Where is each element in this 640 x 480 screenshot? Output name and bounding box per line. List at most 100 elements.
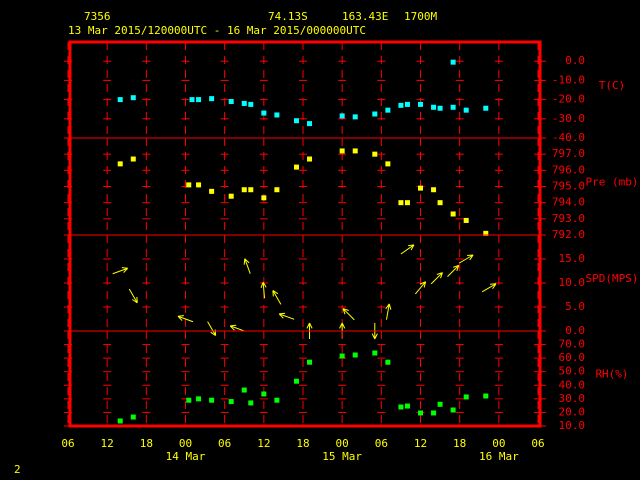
y-tick-label: 792.0 bbox=[552, 228, 585, 241]
data-point bbox=[483, 393, 489, 399]
wind-arrow bbox=[260, 281, 267, 299]
data-point bbox=[228, 99, 234, 105]
data-point bbox=[261, 391, 267, 397]
data-point bbox=[117, 161, 123, 167]
data-point bbox=[339, 353, 345, 359]
y-tick-label: 20.0 bbox=[559, 405, 586, 418]
data-point bbox=[293, 378, 299, 384]
panel-label: T(C) bbox=[599, 79, 626, 92]
x-tick-label: 06 bbox=[218, 437, 231, 450]
wind-arrow bbox=[128, 288, 138, 304]
date-label: 14 Mar bbox=[166, 450, 206, 463]
data-point bbox=[483, 230, 489, 236]
data-point bbox=[196, 396, 202, 402]
x-tick-label: 06 bbox=[375, 437, 388, 450]
data-point bbox=[372, 151, 378, 157]
data-point bbox=[372, 350, 378, 356]
x-tick-label: 06 bbox=[61, 437, 74, 450]
y-tick-label: 793.0 bbox=[552, 212, 585, 225]
wind-arrow bbox=[430, 272, 443, 285]
data-point bbox=[293, 118, 299, 124]
x-tick-label: 00 bbox=[492, 437, 505, 450]
data-point bbox=[186, 182, 192, 188]
data-point bbox=[274, 397, 280, 403]
y-tick-label: 795.0 bbox=[552, 180, 585, 193]
data-point bbox=[352, 352, 358, 358]
frame bbox=[68, 40, 542, 428]
data-point bbox=[398, 102, 404, 108]
data-point bbox=[418, 410, 423, 416]
data-point bbox=[261, 195, 267, 201]
data-point bbox=[437, 401, 443, 407]
wind-arrow bbox=[481, 283, 497, 293]
data-point bbox=[385, 161, 391, 167]
y-tick-label: 10.0 bbox=[559, 419, 586, 432]
data-point bbox=[261, 110, 267, 116]
data-point bbox=[307, 121, 313, 127]
data-point bbox=[196, 97, 202, 103]
data-point bbox=[209, 188, 215, 194]
data-point bbox=[398, 404, 404, 410]
wind-arrow bbox=[112, 267, 129, 275]
wind-arrow bbox=[243, 258, 251, 274]
data-point bbox=[307, 359, 313, 365]
data-point bbox=[404, 200, 410, 206]
y-tick-label: 0.0 bbox=[565, 324, 585, 337]
data-point bbox=[186, 397, 192, 403]
data-point bbox=[431, 410, 437, 416]
y-tick-label: 797.0 bbox=[552, 147, 585, 160]
data-point bbox=[431, 187, 437, 193]
y-tick-label: 70.0 bbox=[559, 338, 586, 351]
y-tick-label: 50.0 bbox=[559, 365, 586, 378]
x-tick-label: 06 bbox=[531, 437, 544, 450]
wind-arrow bbox=[459, 254, 474, 264]
y-tick-label: 0.0 bbox=[565, 54, 585, 67]
wind-arrow bbox=[272, 290, 282, 305]
data-point bbox=[274, 187, 280, 193]
data-point bbox=[274, 112, 280, 118]
y-tick-label: 796.0 bbox=[552, 163, 585, 176]
x-tick-label: 00 bbox=[336, 437, 349, 450]
data-point bbox=[339, 148, 345, 154]
data-point bbox=[130, 414, 136, 420]
plot-area: 06 12 18 00 06 12 18 00 06 12 18 00 06 14 Mar 15 Mar 16… bbox=[61, 42, 638, 463]
data-point bbox=[463, 394, 469, 400]
data-point bbox=[209, 397, 215, 403]
data-point bbox=[241, 100, 247, 106]
date-label: 15 Mar bbox=[322, 450, 362, 463]
panel-label: SPD(MPS) bbox=[586, 272, 639, 285]
elevation: 1700M bbox=[404, 10, 437, 23]
longitude: 163.43E bbox=[342, 10, 388, 23]
data-point bbox=[248, 187, 254, 193]
y-tick-label: 794.0 bbox=[552, 196, 585, 209]
data-point bbox=[418, 101, 423, 107]
data-point bbox=[248, 400, 254, 406]
data-point bbox=[450, 407, 456, 413]
y-tick-label: -40.0 bbox=[552, 131, 585, 144]
data-point bbox=[228, 193, 234, 199]
data-point bbox=[241, 387, 247, 393]
data-point bbox=[209, 96, 215, 102]
panel-label: Pre (mb) bbox=[586, 176, 639, 189]
data-point bbox=[483, 105, 489, 111]
wind-arrow bbox=[400, 244, 415, 255]
data-point bbox=[450, 59, 456, 65]
data-point bbox=[228, 399, 234, 405]
x-tick-label: 12 bbox=[414, 437, 427, 450]
data-point bbox=[404, 403, 410, 409]
x-tick-label: 12 bbox=[101, 437, 114, 450]
data-point bbox=[463, 107, 469, 113]
y-tick-label: 5.0 bbox=[565, 300, 585, 313]
data-point bbox=[293, 164, 299, 170]
data-point bbox=[307, 156, 313, 162]
y-tick-label: 60.0 bbox=[559, 351, 586, 364]
data-point bbox=[385, 107, 391, 113]
data-point bbox=[117, 97, 123, 103]
data-point bbox=[450, 211, 456, 217]
data-point bbox=[130, 95, 136, 101]
y-tick-label: -20.0 bbox=[552, 93, 585, 106]
x-tick-label: 18 bbox=[453, 437, 466, 450]
data-point bbox=[431, 104, 437, 110]
data-point bbox=[196, 182, 202, 188]
